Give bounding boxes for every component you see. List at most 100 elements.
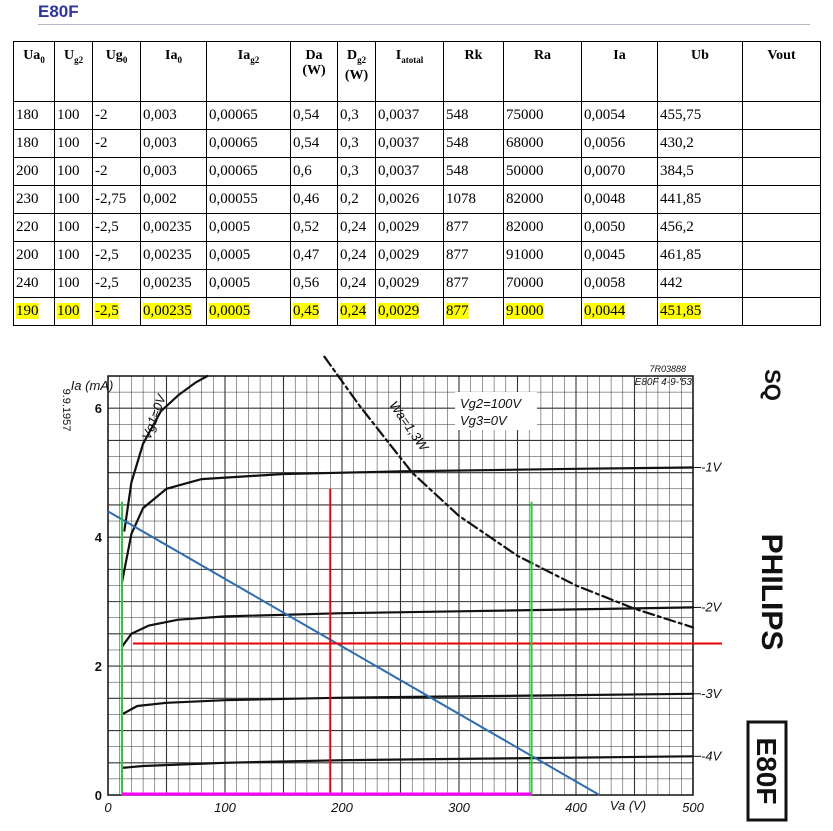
table-cell: 91000: [503, 297, 582, 326]
series-line: [120, 466, 695, 584]
load-line: [107, 510, 600, 796]
table-cell: 441,85: [657, 185, 743, 214]
table-cell: 75000: [503, 101, 582, 130]
y-tick-label: 2: [95, 659, 102, 674]
column-header: Vout: [742, 41, 821, 102]
table-cell: 200: [13, 157, 55, 186]
table-cell: 461,85: [657, 241, 743, 270]
table-cell: -2: [92, 157, 141, 186]
series-line: [120, 606, 695, 648]
table-cell: 0,47: [290, 241, 338, 270]
table-cell: 384,5: [657, 157, 743, 186]
table-cell: 0,3: [337, 129, 376, 158]
table-cell: 0,00235: [140, 213, 207, 242]
table-cell: -2,5: [92, 213, 141, 242]
table-row: 230 100 -2,75 0,002 0,00055 0,46 0,2 0,0026 1078…: [13, 185, 821, 214]
table-cell: 0,0026: [375, 185, 444, 214]
series-line: [123, 374, 209, 532]
table-cell: 0,0005: [206, 269, 291, 298]
table-cell: 1078: [443, 185, 504, 214]
series-label: -3V: [701, 686, 723, 701]
chart-svg: 0 100 200 300 400 500 0 2 4 6 Ia (mA) Va (V) 7R03888…: [0, 340, 833, 826]
table-row: 190 100 -2,5 0,00235 0,0005 0,45 0,24 0,0029 877…: [13, 297, 821, 326]
table-cell: [742, 213, 821, 242]
column-header: Ua0: [13, 41, 55, 102]
x-tick-label: 400: [565, 800, 587, 815]
table-cell: 0,0044: [581, 297, 658, 326]
column-header: Ia0: [140, 41, 207, 102]
table-cell: 50000: [503, 157, 582, 186]
table-cell: [742, 297, 821, 326]
table-cell: 0,56: [290, 269, 338, 298]
table-cell: [742, 101, 821, 130]
table-cell: -2,5: [92, 241, 141, 270]
table-cell: 180: [13, 101, 55, 130]
table-cell: 0,0037: [375, 129, 444, 158]
column-header: Iag2: [206, 41, 291, 102]
table-cell: -2: [92, 129, 141, 158]
table-cell: 0,0029: [375, 241, 444, 270]
table-cell: 190: [13, 297, 55, 326]
table-cell: -2,5: [92, 297, 141, 326]
table-cell: 0,0056: [581, 129, 658, 158]
table-cell: 0,00065: [206, 157, 291, 186]
y-axis-label: Ia (mA): [71, 378, 114, 393]
table-header-row: Ua0 Ug2 Ug0 Ia0 Iag2 Da (W) Dg2 (W) Iatotal Rk Ra Ia…: [13, 41, 821, 102]
y-tick-label: 4: [95, 530, 103, 545]
table-cell: 0,00235: [140, 297, 207, 326]
column-header: Ra: [503, 41, 582, 102]
date-stamp: 9.9.1957: [60, 389, 72, 432]
table-cell: 0,3: [337, 157, 376, 186]
x-axis-label: Va (V): [610, 798, 646, 813]
y-tick-label: 0: [95, 788, 102, 803]
table-cell: 0,00055: [206, 185, 291, 214]
table-cell: 0,0029: [375, 213, 444, 242]
table-cell: 0,52: [290, 213, 338, 242]
x-tick-label: 100: [214, 800, 236, 815]
condition-label: Vg2=100V: [460, 396, 522, 411]
y-tick-label: 6: [95, 401, 102, 416]
table-cell: 0,3: [337, 101, 376, 130]
table-cell: 100: [54, 185, 93, 214]
plate-characteristics-chart: 0 100 200 300 400 500 0 2 4 6 Ia (mA) Va (V) 7R03888…: [0, 340, 833, 826]
table-cell: 0,00235: [140, 241, 207, 270]
column-header: Ia: [581, 41, 658, 102]
table-cell: 0,0058: [581, 269, 658, 298]
table-row: 220 100 -2,5 0,00235 0,0005 0,52 0,24 0,0029 877…: [13, 213, 821, 242]
table-cell: -2,5: [92, 269, 141, 298]
table-cell: 0,24: [337, 213, 376, 242]
table-cell: 430,2: [657, 129, 743, 158]
tube-label-box: [746, 720, 788, 822]
tube-parameters-table: Ua0 Ug2 Ug0 Ia0 Iag2 Da (W) Dg2 (W) Iatotal Rk Ra Ia…: [13, 41, 821, 326]
x-tick-label: 500: [682, 800, 704, 815]
table-row: 240 100 -2,5 0,00235 0,0005 0,56 0,24 0,0029 877…: [13, 269, 821, 298]
condition-label: Vg3=0V: [460, 413, 508, 428]
table-cell: 0,0029: [375, 269, 444, 298]
table-cell: 548: [443, 157, 504, 186]
table-row: 200 100 -2 0,003 0,00065 0,6 0,3 0,0037 548 50000…: [13, 157, 821, 186]
doc-code: 7R03888: [649, 364, 686, 374]
table-cell: 0,00065: [206, 101, 291, 130]
column-header: Iatotal: [375, 41, 444, 102]
table-cell: 0,002: [140, 185, 207, 214]
table-cell: 451,85: [657, 297, 743, 326]
table-cell: 0,24: [337, 297, 376, 326]
table-cell: 200: [13, 241, 55, 270]
table-cell: 0,24: [337, 269, 376, 298]
table-cell: 100: [54, 269, 93, 298]
title-divider: [38, 24, 810, 25]
table-cell: [742, 185, 821, 214]
table-row: 200 100 -2,5 0,00235 0,0005 0,47 0,24 0,0029 877…: [13, 241, 821, 270]
table-cell: 0,003: [140, 129, 207, 158]
table-cell: 0,00065: [206, 129, 291, 158]
series-label: -1V: [701, 460, 723, 475]
table-row: 180 100 -2 0,003 0,00065 0,54 0,3 0,0037 548 6800…: [13, 129, 821, 158]
table-cell: 548: [443, 101, 504, 130]
table-cell: 877: [443, 269, 504, 298]
table-cell: 82000: [503, 213, 582, 242]
x-tick-label: 0: [104, 800, 112, 815]
table-cell: 442: [657, 269, 743, 298]
table-cell: 0,0070: [581, 157, 658, 186]
table-cell: 0,2: [337, 185, 376, 214]
table-cell: 240: [13, 269, 55, 298]
